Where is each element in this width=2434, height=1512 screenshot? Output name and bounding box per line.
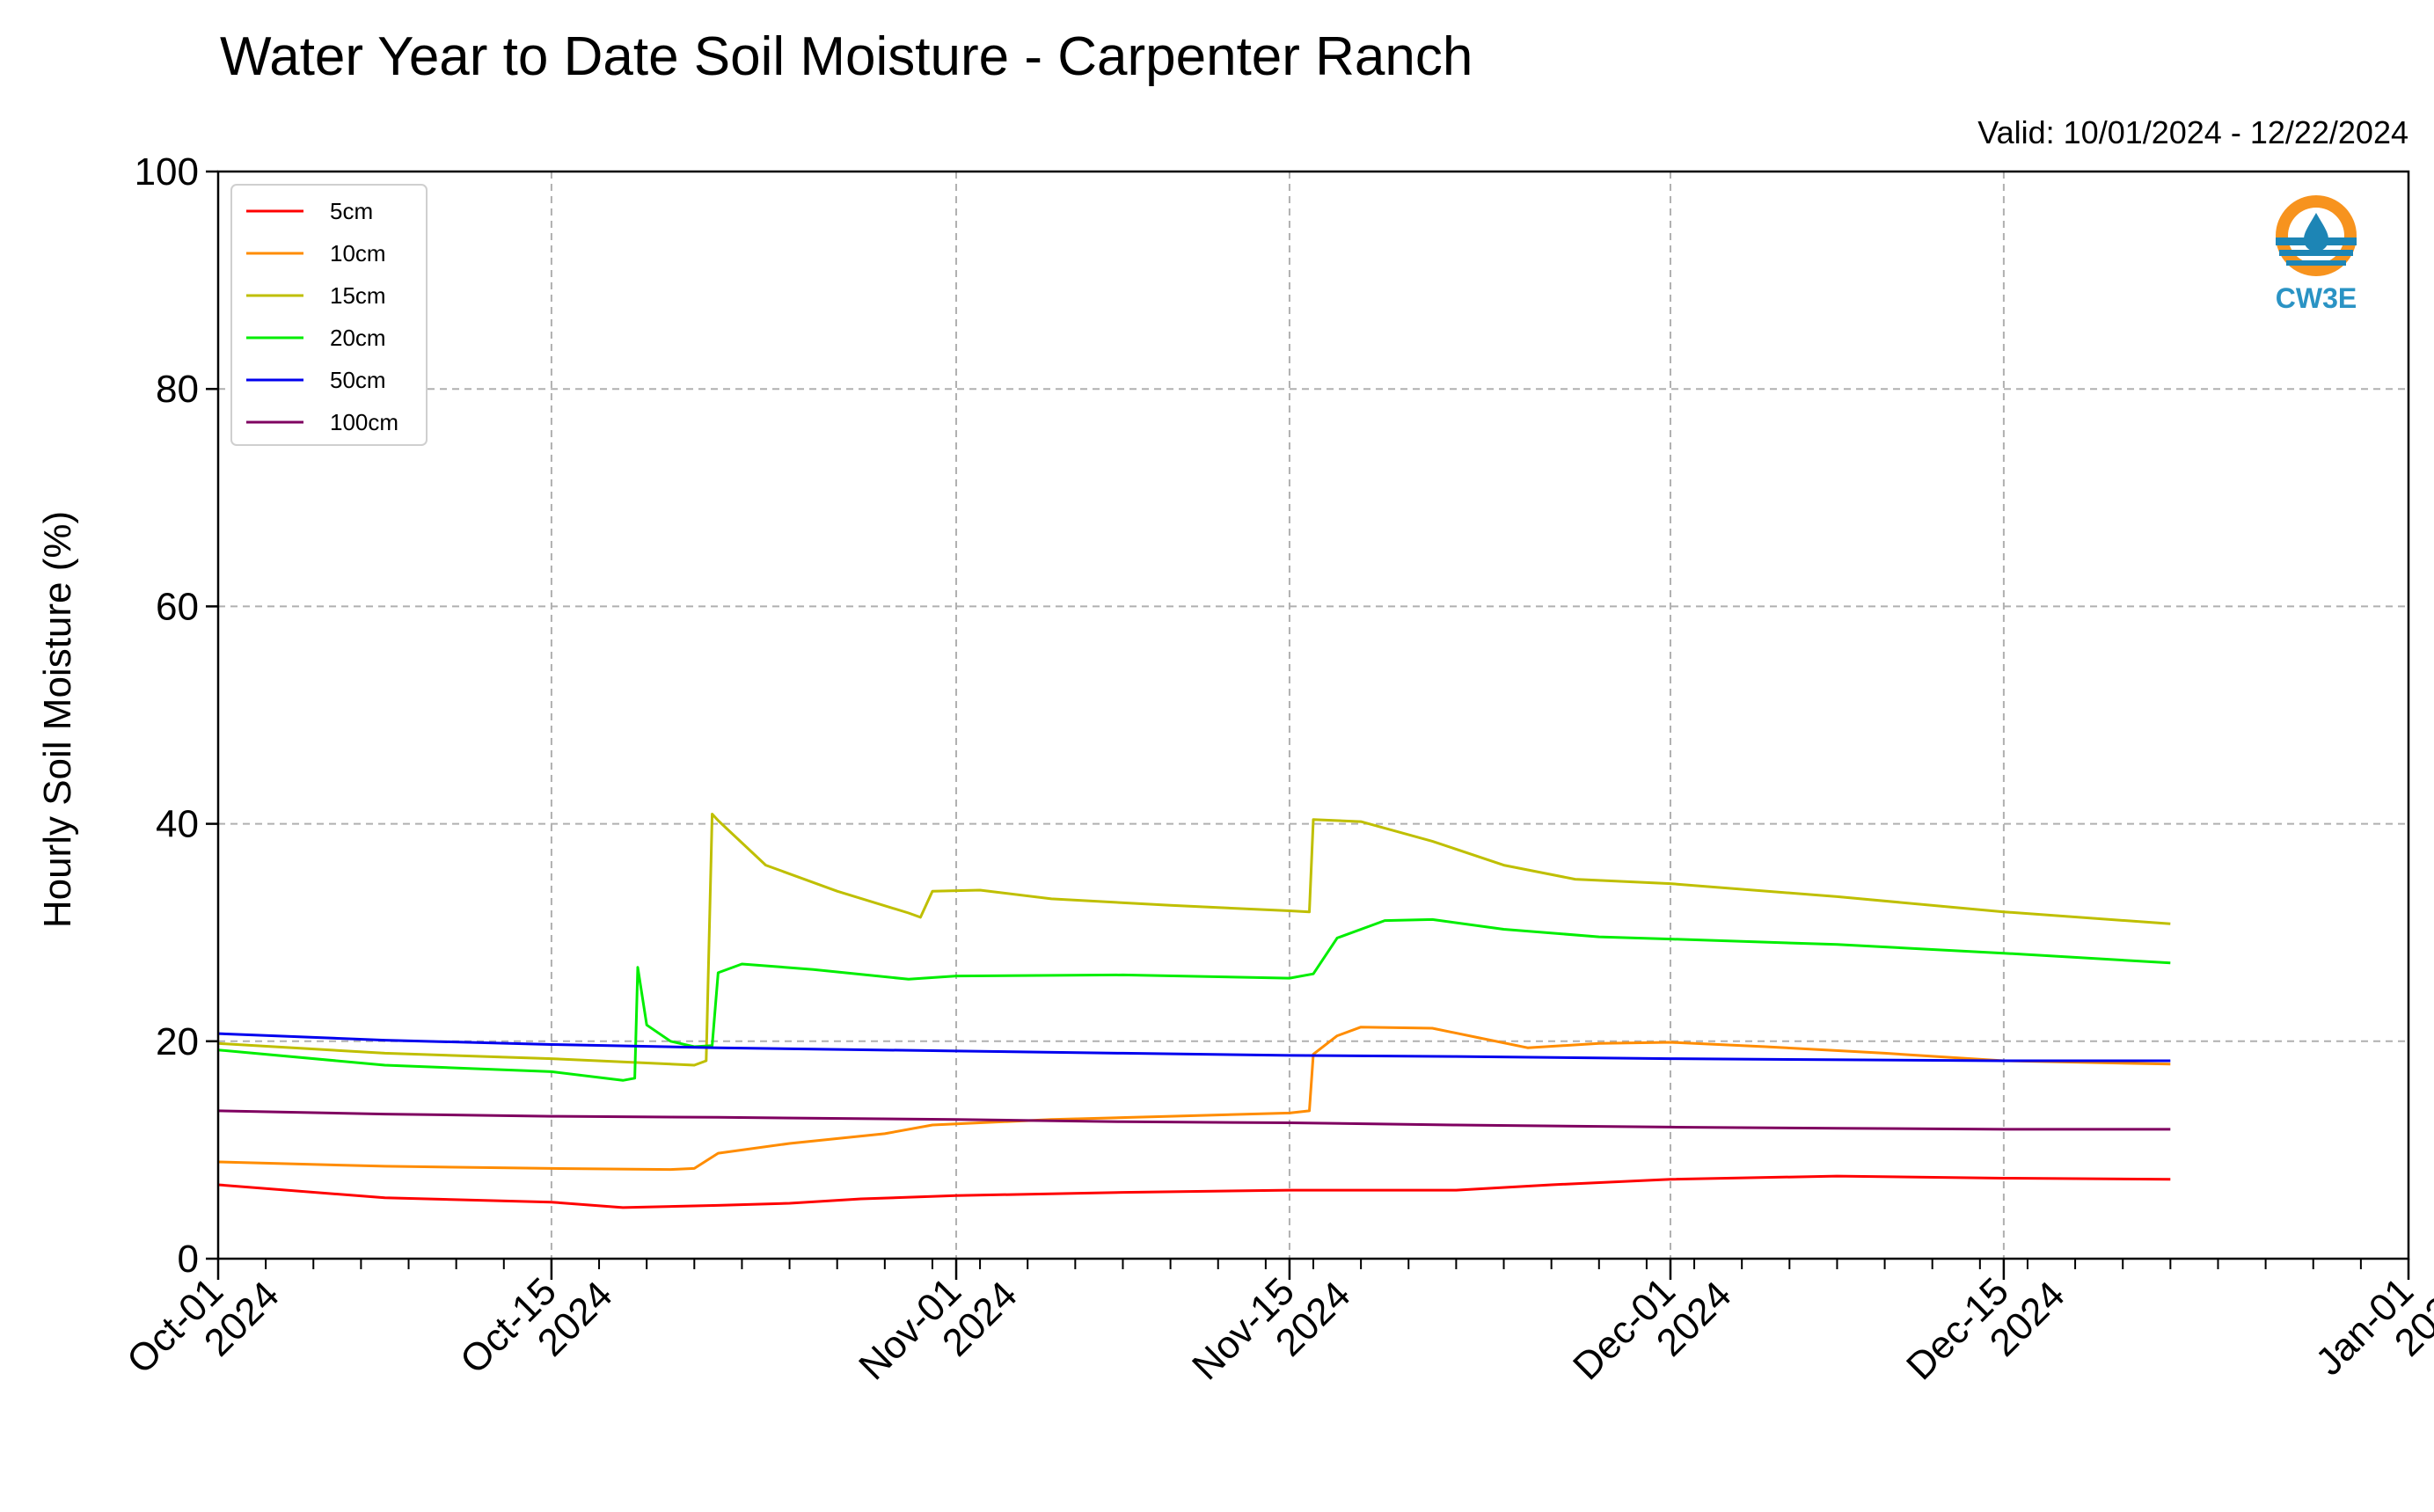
chart-subtitle: Valid: 10/01/2024 - 12/22/2024: [1977, 114, 2408, 150]
legend-items: 5cm 10cm 15cm 20cm 50cm 100cm: [246, 198, 398, 435]
y-tick-label: 100: [135, 150, 199, 194]
y-tick-label: 40: [156, 803, 199, 846]
y-tick-label: 80: [156, 368, 199, 411]
y-tick-label: 20: [156, 1020, 199, 1063]
y-axis-label: Hourly Soil Moisture (%): [36, 511, 79, 928]
legend-label-100cm: 100cm: [330, 409, 398, 435]
cw3e-logo: CW3E: [2276, 195, 2357, 314]
logo-waves-2: [2279, 250, 2353, 256]
chart-title: Water Year to Date Soil Moisture - Carpe…: [220, 26, 1473, 87]
legend-box: [230, 184, 428, 446]
legend-label-50cm: 50cm: [330, 367, 386, 393]
series-line-10cm: [217, 1026, 2171, 1172]
logo-text: CW3E: [2276, 282, 2357, 314]
logo-waves-3: [2286, 260, 2346, 266]
water-drop-icon: [2304, 213, 2328, 252]
legend-label-10cm: 10cm: [330, 240, 386, 267]
legend-label-5cm: 5cm: [330, 198, 373, 224]
y-tick-label: 60: [156, 585, 199, 628]
series-line-20cm: [217, 917, 2171, 1082]
series-line-15cm: [217, 813, 2171, 1067]
series-line-100cm: [217, 1109, 2171, 1131]
series-line-50cm: [217, 1032, 2171, 1063]
series-lines: [217, 813, 2171, 1209]
series-line-5cm: [217, 1174, 2171, 1209]
legend: 5cm 10cm 15cm 20cm 50cm 100cm: [230, 184, 428, 446]
legend-label-15cm: 15cm: [330, 282, 386, 309]
grid: [217, 171, 2409, 1260]
y-tick-label: 0: [178, 1238, 199, 1281]
legend-label-20cm: 20cm: [330, 325, 386, 351]
plot-frame: [216, 170, 2410, 1260]
